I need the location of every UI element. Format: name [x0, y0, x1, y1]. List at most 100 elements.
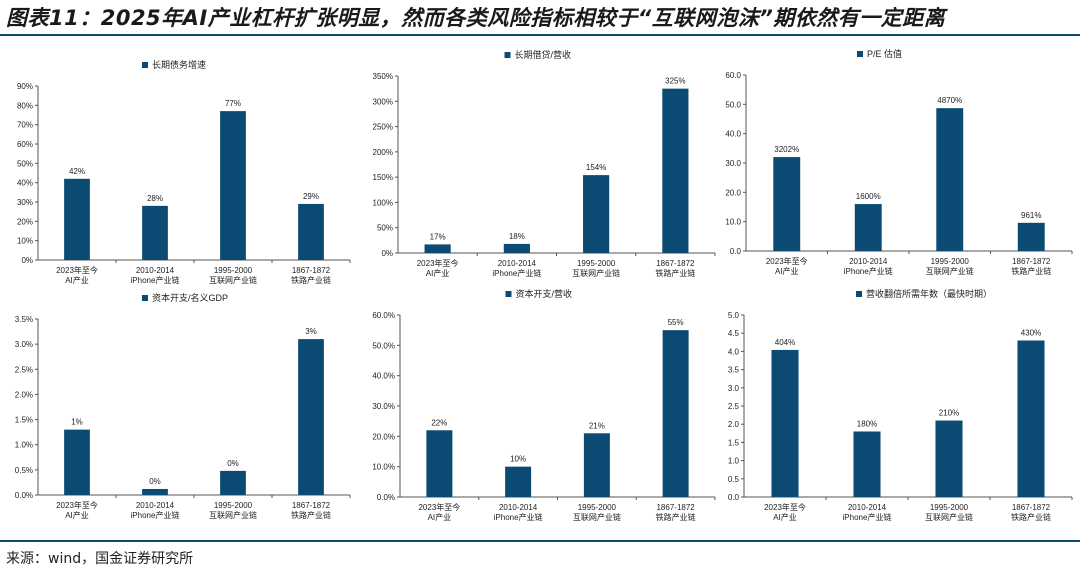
data-label: 18%: [509, 232, 525, 241]
y-tick-label: 2.5%: [15, 365, 33, 374]
y-tick-label: 30%: [17, 198, 33, 207]
x-tick-label: AI产业: [65, 510, 89, 520]
data-label: 29%: [303, 192, 319, 201]
y-tick-label: 3.5: [728, 366, 740, 375]
bar: [662, 330, 689, 497]
y-tick-label: 350%: [373, 72, 393, 81]
x-tick-label: 2010-2014: [499, 503, 538, 512]
x-tick-label: iPhone产业链: [492, 268, 541, 278]
bar: [503, 243, 530, 253]
data-label: 430%: [1021, 328, 1041, 337]
y-tick-label: 30.0: [725, 159, 741, 168]
y-tick-label: 3.0%: [15, 340, 33, 349]
x-tick-label: 2010-2014: [498, 259, 537, 268]
x-tick-label: 1867-1872: [292, 501, 331, 510]
x-tick-label: 铁路产业链: [291, 510, 331, 520]
data-label: 210%: [939, 409, 959, 418]
y-tick-label: 0%: [21, 256, 33, 265]
x-tick-label: 1995-2000: [930, 503, 969, 512]
y-tick-label: 2.0: [728, 420, 740, 429]
bar: [771, 349, 799, 497]
x-tick-label: AI产业: [426, 268, 450, 278]
data-label: 180%: [857, 419, 877, 428]
y-tick-label: 200%: [373, 148, 393, 157]
y-tick-label: 1.5%: [15, 416, 33, 425]
x-tick-label: 铁路产业链: [655, 268, 695, 278]
data-label: 1600%: [856, 192, 881, 201]
chart-capex-to-gdp: 资本开支/名义GDP 0.0% 0.5% 1.0% 1.5% 2.0% 2.5% 3.0% 3.…: [15, 292, 351, 520]
x-tick-label: iPhone产业链: [131, 275, 180, 285]
data-label: 55%: [668, 318, 684, 327]
y-tick-label: 100%: [373, 198, 393, 207]
y-tick-label: 3.5%: [15, 315, 33, 324]
bar: [583, 433, 610, 497]
x-tick-label: 2023年至今: [764, 502, 806, 512]
data-label: 42%: [69, 167, 85, 176]
x-tick-label: 互联网产业链: [572, 268, 620, 278]
data-label: 10%: [510, 455, 526, 464]
y-tick-label: 20.0%: [372, 432, 395, 441]
x-tick-label: 2010-2014: [848, 503, 887, 512]
y-tick-label: 0.0: [728, 493, 740, 502]
y-tick-label: 4.5: [728, 329, 740, 338]
legend: 资本开支/营收: [505, 288, 572, 299]
x-tick-label: iPhone产业链: [843, 512, 892, 522]
y-tick-label: 60.0%: [372, 311, 395, 320]
legend-swatch: [856, 291, 862, 297]
y-tick-label: 0.5%: [15, 466, 33, 475]
data-label: 1%: [71, 418, 83, 427]
chart-capex-to-revenue: 资本开支/营收 0.0% 10.0% 20.0% 30.0% 40.0% 50.0% 60.0…: [372, 288, 716, 522]
x-tick-label: iPhone产业链: [844, 266, 893, 276]
y-tick-label: 300%: [373, 97, 393, 106]
x-tick-label: AI产业: [65, 275, 89, 285]
x-tick-label: 互联网产业链: [209, 275, 257, 285]
y-tick-label: 10.0%: [372, 463, 395, 472]
x-tick-label: 2023年至今: [766, 256, 808, 266]
data-label: 404%: [775, 338, 795, 347]
y-tick-label: 20.0: [725, 188, 741, 197]
data-label: 154%: [586, 163, 606, 172]
legend: P/E 估值: [857, 48, 902, 59]
bar: [142, 205, 168, 260]
x-tick-label: 1867-1872: [1012, 257, 1051, 266]
legend: 长期借贷/营收: [504, 49, 571, 60]
x-tick-label: AI产业: [773, 512, 797, 522]
chart-pe-valuation: P/E 估值 0.0 10.0 20.0 30.0 40.0 50.0 60.0 3202% 20…: [725, 48, 1073, 276]
bar: [298, 203, 324, 260]
bar: [662, 88, 689, 253]
x-tick-label: 1995-2000: [214, 266, 253, 275]
y-tick-label: 60%: [17, 140, 33, 149]
x-tick-label: 1867-1872: [1012, 503, 1051, 512]
x-tick-label: 1995-2000: [577, 259, 616, 268]
y-tick-label: 10.0: [725, 218, 741, 227]
x-tick-label: 铁路产业链: [291, 275, 331, 285]
y-tick-label: 2.5: [728, 402, 740, 411]
x-tick-label: 2010-2014: [849, 257, 888, 266]
source-note: 来源：wind，国金证券研究所: [6, 551, 194, 567]
x-tick-label: 铁路产业链: [1011, 266, 1051, 276]
x-tick-label: 1867-1872: [292, 266, 331, 275]
y-tick-label: 0.0: [730, 247, 742, 256]
bar: [1017, 340, 1045, 497]
legend: 营收翻倍所需年数（最快时期）: [856, 288, 992, 299]
data-label: 3202%: [774, 145, 799, 154]
x-tick-label: 1995-2000: [214, 501, 253, 510]
x-tick-label: 2023年至今: [56, 265, 98, 275]
x-tick-label: 1995-2000: [931, 257, 970, 266]
bar: [935, 420, 963, 497]
bar: [854, 204, 882, 251]
y-tick-label: 5.0: [728, 311, 740, 320]
bar: [142, 488, 168, 495]
x-tick-label: 2023年至今: [417, 258, 459, 268]
legend: 资本开支/名义GDP: [142, 292, 228, 303]
x-tick-label: 互联网产业链: [925, 512, 973, 522]
y-tick-label: 50%: [17, 159, 33, 168]
y-tick-label: 70%: [17, 121, 33, 130]
data-label: 3%: [305, 327, 317, 336]
x-tick-label: 2023年至今: [418, 502, 460, 512]
y-tick-label: 90%: [17, 82, 33, 91]
y-tick-label: 60.0: [725, 71, 741, 80]
legend-swatch: [505, 291, 512, 297]
legend-label: 长期债务增速: [152, 59, 206, 70]
x-tick-label: 互联网产业链: [209, 510, 257, 520]
